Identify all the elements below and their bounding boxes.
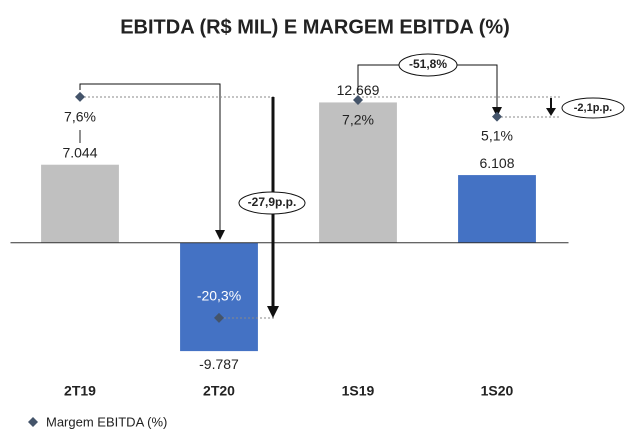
annotation-bubble: [238, 191, 306, 215]
arrowhead: [267, 306, 279, 318]
annotation-arrows: [79, 53, 625, 319]
x-tick-label: 2T20: [203, 383, 235, 399]
annotation: -2,1p.p.: [574, 102, 613, 114]
chart-title: EBITDA (R$ MIL) E MARGEM EBITDA (%): [120, 16, 510, 38]
bar: [319, 102, 397, 243]
value-label: 7.044: [62, 144, 97, 160]
margin-label: -20,3%: [197, 288, 241, 304]
bar: [41, 164, 119, 243]
arrow-line: [79, 83, 221, 232]
margin-label: 5,1%: [481, 127, 513, 143]
value-label: 6.108: [479, 155, 514, 171]
x-tick-label: 1S20: [481, 383, 514, 399]
margin-label: 7,6%: [64, 109, 96, 125]
margin-marker: [214, 312, 224, 323]
margin-label: 7,2%: [342, 112, 374, 128]
bar: [180, 242, 258, 352]
legend-label: Margem EBITDA (%): [46, 414, 167, 429]
annotation: -51,8%: [409, 57, 447, 71]
bar: [458, 175, 536, 243]
annotation: -27,9p.p.: [248, 195, 297, 209]
value-label: -9.787: [199, 356, 239, 372]
margin-marker: [353, 94, 363, 105]
legend-marker: [28, 417, 38, 427]
arrowhead: [546, 108, 556, 116]
plot-area: [10, 102, 569, 352]
margin-marker: [492, 111, 502, 122]
arrowhead: [215, 230, 225, 240]
annotation-bubble: [561, 97, 625, 119]
margin-marker: [75, 91, 85, 102]
x-tick-label: 1S19: [342, 383, 375, 399]
x-tick-label: 2T19: [64, 383, 96, 399]
value-label: 12.669: [337, 82, 380, 98]
annotation-bubble: [398, 53, 458, 77]
